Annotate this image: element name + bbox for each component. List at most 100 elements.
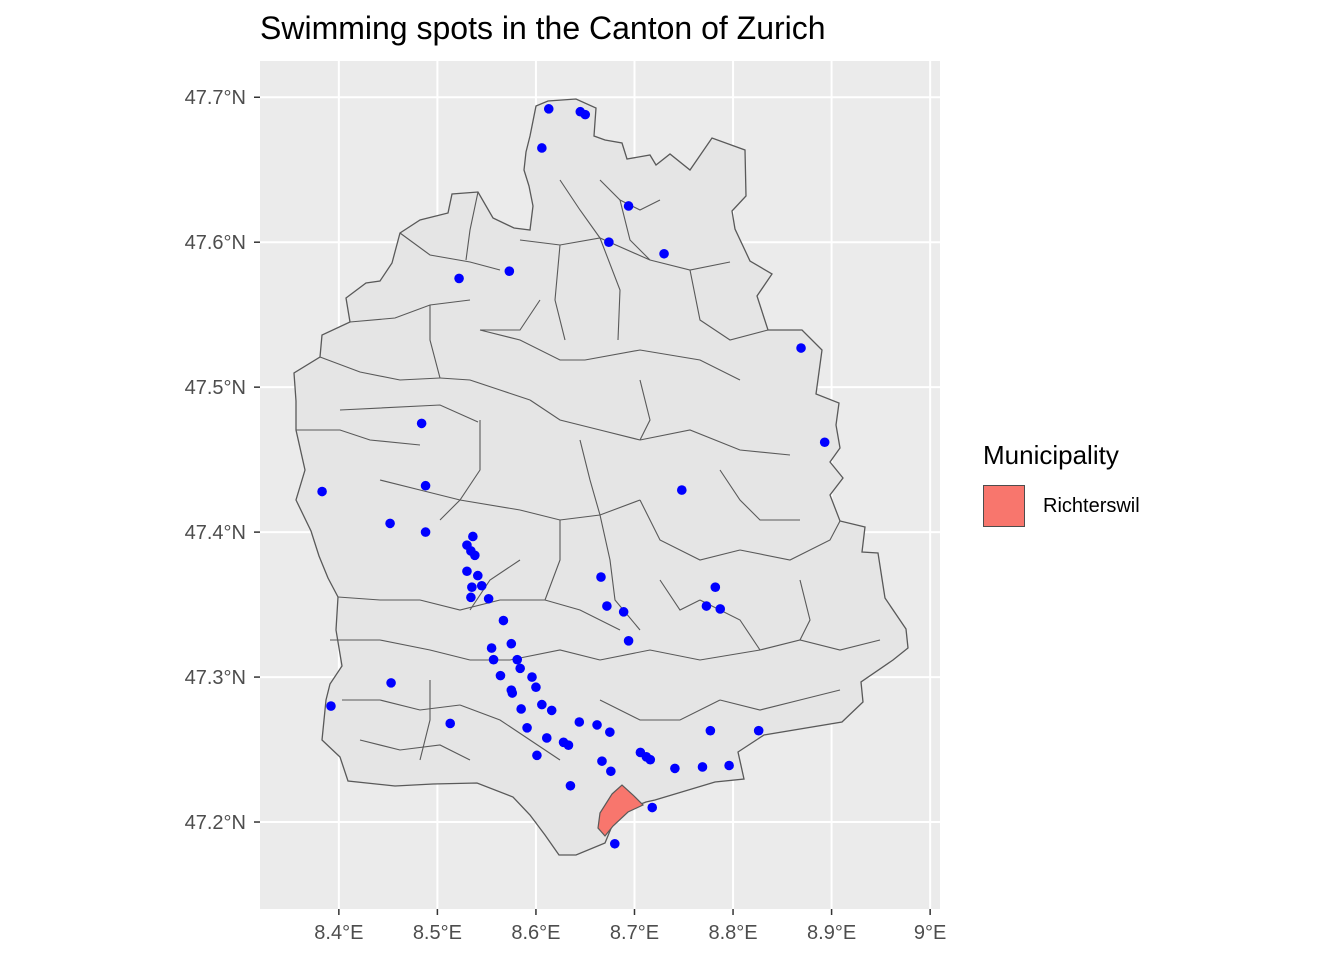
swim-spot-point [515, 663, 525, 674]
municipality-border [439, 420, 481, 521]
municipality-border [429, 305, 441, 379]
swim-spot-point [486, 643, 497, 653]
swim-spot-point [819, 437, 830, 448]
swim-spot-point [606, 766, 616, 777]
swim-spot-point [468, 531, 478, 542]
municipality-borders [296, 179, 881, 761]
swim-spot-point [504, 266, 515, 276]
y-tick-label: 47.4°N [185, 522, 246, 544]
municipality-border [689, 269, 769, 341]
municipality-border [469, 559, 521, 611]
x-tick-label: 8.9°E [807, 922, 856, 944]
swim-spot-point [604, 237, 614, 247]
chart-title: Swimming spots in the Canton of Zurich [260, 10, 826, 46]
swim-spot-point [462, 566, 472, 577]
swim-spot-point [531, 682, 541, 693]
municipality-border [480, 299, 541, 331]
swim-spot-point [527, 672, 537, 682]
swim-spot-point [537, 699, 547, 710]
municipality-border [719, 469, 800, 521]
swim-spot-point [386, 678, 396, 688]
municipality-border [519, 237, 651, 261]
municipality-border [500, 599, 621, 631]
municipality-border [399, 232, 501, 271]
municipality-border [599, 237, 621, 341]
swim-spot-point [623, 636, 634, 646]
swimming-spots [317, 104, 830, 849]
legend-entry: Richterswil [983, 485, 1140, 527]
municipality-border [719, 689, 841, 711]
swim-spot-point [532, 750, 542, 761]
municipality-border [759, 639, 881, 651]
swim-spot-point [385, 518, 395, 529]
municipality-border [419, 599, 501, 611]
swim-spot-point [647, 802, 658, 813]
municipality-border [296, 429, 421, 446]
municipality-border [599, 699, 721, 721]
swim-spot-point [454, 273, 464, 284]
swim-spot-point [467, 582, 477, 592]
y-tick-label: 47.5°N [185, 377, 246, 399]
municipality-border [739, 520, 841, 561]
legend-key-swatch [983, 485, 1025, 527]
swim-spot-point [565, 780, 576, 791]
swim-spot-point [317, 486, 327, 497]
swim-spot-point [541, 733, 552, 743]
swim-spot-point [724, 760, 734, 771]
x-axis: 8.4°E 8.5°E 8.6°E 8.7°E 8.8°E 8.9°E 9°E [314, 909, 946, 944]
swim-spot-point [488, 654, 499, 665]
richterswil-area [597, 784, 645, 837]
swim-spot-point [470, 550, 480, 561]
swim-spot-point [483, 593, 494, 604]
swim-spot-point [623, 201, 634, 211]
x-tick-label: 9°E [914, 922, 946, 944]
swim-spot-point [574, 717, 585, 727]
municipality-border [639, 429, 791, 456]
municipality-border [359, 739, 471, 761]
municipality-border [419, 680, 431, 761]
swim-spot-point [420, 480, 431, 491]
municipality-border [599, 514, 641, 631]
municipality-border [459, 704, 561, 761]
swim-spot-point [705, 725, 716, 736]
y-axis: 47.2°N 47.3°N 47.4°N 47.5°N 47.6°N 47.7°N [185, 87, 260, 834]
municipality-border [465, 191, 479, 261]
municipality-border [337, 596, 420, 601]
swim-spot-point [676, 485, 687, 495]
swim-spot-point [420, 527, 431, 537]
municipality-border [330, 639, 471, 661]
swim-spot-point [605, 727, 615, 737]
municipality-border [579, 439, 601, 516]
municipality-border [342, 699, 461, 711]
municipality-border [519, 499, 641, 521]
y-tick-label: 47.6°N [185, 232, 246, 254]
legend-label: Richterswil [1043, 494, 1140, 517]
swim-spot-point [512, 654, 523, 665]
swim-spot-point [659, 248, 669, 259]
swim-spot-point [472, 570, 483, 581]
municipality-border [799, 579, 811, 641]
swim-spot-point [645, 754, 656, 765]
swim-spot-point [796, 343, 806, 353]
legend: Municipality Richterswil [983, 440, 1140, 527]
swim-spot-point [592, 720, 602, 730]
swim-spot-point [495, 670, 506, 681]
municipality-border [599, 649, 761, 661]
municipality-border [379, 479, 521, 511]
swim-spot-point [697, 762, 708, 772]
municipality-border [439, 377, 531, 401]
municipality-border [349, 299, 471, 323]
swim-spot-point [580, 109, 591, 120]
y-tick-label: 47.3°N [185, 667, 246, 689]
swim-spot-point [516, 704, 526, 714]
swim-spot-point [670, 763, 680, 774]
swim-spot-point [701, 601, 712, 611]
swim-spot-point [546, 705, 557, 716]
x-tick-label: 8.5°E [413, 922, 462, 944]
legend-title: Municipality [983, 440, 1119, 470]
municipality-border [584, 349, 741, 381]
swim-spot-point [476, 580, 487, 591]
municipality-border [559, 179, 601, 239]
municipality-border [699, 599, 761, 651]
